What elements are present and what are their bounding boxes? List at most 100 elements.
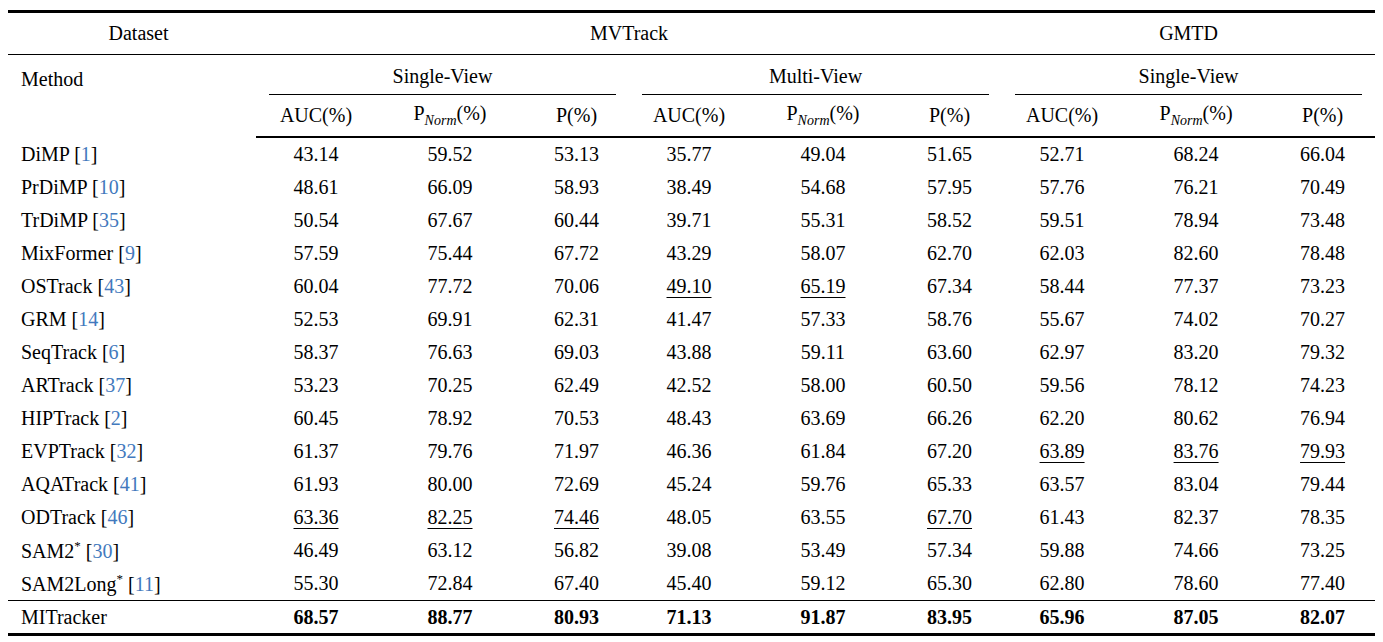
citation-link[interactable]: [43]	[93, 275, 131, 297]
table-row: MITracker68.5788.7780.9371.1391.8783.956…	[8, 601, 1375, 635]
mvtrack-single-view-group: Single-View	[256, 55, 629, 96]
value-cell: 83.95	[897, 601, 1002, 635]
value-cell: 58.76	[897, 303, 1002, 336]
table-row: MixFormer [9]57.5975.4467.7243.2958.0762…	[8, 237, 1375, 270]
value-cell: 59.76	[749, 468, 897, 501]
metric-p-header: P(%)	[897, 95, 1002, 137]
metric-value: 52.71	[1040, 143, 1085, 165]
value-cell: 79.76	[376, 435, 524, 468]
value-cell: 67.40	[524, 567, 629, 601]
value-cell: 82.25	[376, 501, 524, 534]
citation-link[interactable]: [46]	[96, 506, 134, 528]
value-cell: 78.60	[1122, 567, 1270, 601]
citation-link[interactable]: [6]	[97, 341, 125, 363]
value-cell: 74.23	[1270, 369, 1375, 402]
value-cell: 45.24	[629, 468, 749, 501]
view-header-row: Method Single-View Multi-View Single-Vie…	[8, 55, 1375, 96]
value-cell: 65.96	[1002, 601, 1122, 635]
value-cell: 49.04	[749, 137, 897, 171]
value-cell: 71.97	[524, 435, 629, 468]
value-cell: 75.44	[376, 237, 524, 270]
method-name: TrDiMP	[21, 209, 87, 231]
metric-value: 61.37	[294, 440, 339, 462]
metric-value: 55.31	[801, 209, 846, 231]
value-cell: 59.12	[749, 567, 897, 601]
value-cell: 38.49	[629, 171, 749, 204]
citation-link[interactable]: [37]	[94, 374, 132, 396]
table-row: PrDiMP [10]48.6166.0958.9338.4954.6857.9…	[8, 171, 1375, 204]
gmtd-single-view-group: Single-View	[1002, 55, 1375, 96]
metric-value: 70.25	[428, 374, 473, 396]
method-label: Method	[8, 55, 256, 138]
value-cell: 72.69	[524, 468, 629, 501]
citation-number: 2	[111, 407, 121, 429]
metric-value: 78.12	[1174, 374, 1219, 396]
metric-value: 59.11	[801, 341, 845, 363]
value-cell: 61.43	[1002, 501, 1122, 534]
value-cell: 57.76	[1002, 171, 1122, 204]
citation-link[interactable]: [14]	[67, 308, 105, 330]
metric-value: 67.20	[927, 440, 972, 462]
value-cell: 65.30	[897, 567, 1002, 601]
metric-value: 43.29	[667, 242, 712, 264]
citation-link[interactable]: [35]	[87, 209, 125, 231]
value-cell: 61.84	[749, 435, 897, 468]
citation-link[interactable]: [32]	[105, 440, 143, 462]
method-name: PrDiMP	[21, 176, 87, 198]
metric-value: 62.20	[1040, 407, 1085, 429]
metric-value: 62.49	[554, 374, 599, 396]
value-cell: 60.50	[897, 369, 1002, 402]
citation-link[interactable]: [2]	[99, 407, 127, 429]
metric-value: 57.95	[927, 176, 972, 198]
metric-value: 66.09	[428, 176, 473, 198]
group-label-single-view-2: Single-View	[1015, 65, 1362, 95]
value-cell: 80.00	[376, 468, 524, 501]
table-row: SAM2Long* [11]55.3072.8467.4045.4059.126…	[8, 567, 1375, 601]
value-cell: 79.93	[1270, 435, 1375, 468]
value-cell: 61.93	[256, 468, 376, 501]
metric-value: 76.21	[1174, 176, 1219, 198]
metric-value: 63.55	[801, 506, 846, 528]
table-row: ARTrack [37]53.2370.2562.4942.5258.0060.…	[8, 369, 1375, 402]
method-cell: SeqTrack [6]	[8, 336, 256, 369]
citation-link[interactable]: [9]	[113, 242, 141, 264]
value-cell: 78.92	[376, 402, 524, 435]
value-cell: 66.26	[897, 402, 1002, 435]
value-cell: 57.33	[749, 303, 897, 336]
value-cell: 70.06	[524, 270, 629, 303]
citation-number: 1	[81, 143, 91, 165]
value-cell: 77.40	[1270, 567, 1375, 601]
citation-link[interactable]: [1]	[69, 143, 97, 165]
metric-value: 58.37	[294, 341, 339, 363]
value-cell: 77.72	[376, 270, 524, 303]
metric-value: 55.67	[1040, 308, 1085, 330]
metric-value: 63.69	[801, 407, 846, 429]
table-row: EVPTrack [32]61.3779.7671.9746.3661.8467…	[8, 435, 1375, 468]
value-cell: 78.12	[1122, 369, 1270, 402]
value-cell: 76.21	[1122, 171, 1270, 204]
value-cell: 62.70	[897, 237, 1002, 270]
metric-value: 70.06	[554, 275, 599, 297]
metric-value: 58.93	[554, 176, 599, 198]
method-cell: DiMP [1]	[8, 137, 256, 171]
citation-link[interactable]: [10]	[87, 176, 125, 198]
method-cell: SAM2Long* [11]	[8, 567, 256, 601]
method-name: MixFormer	[21, 242, 113, 264]
metric-value: 67.70	[927, 506, 972, 528]
value-cell: 73.23	[1270, 270, 1375, 303]
value-cell: 51.65	[897, 137, 1002, 171]
citation-link[interactable]: [11]	[123, 573, 161, 595]
metric-value: 63.36	[294, 506, 339, 528]
metric-value: 71.97	[554, 440, 599, 462]
method-name: MITracker	[21, 606, 107, 628]
value-cell: 69.03	[524, 336, 629, 369]
citation-link[interactable]: [41]	[108, 473, 146, 495]
citation-number: 41	[120, 473, 140, 495]
metric-value: 65.96	[1040, 606, 1085, 628]
value-cell: 70.27	[1270, 303, 1375, 336]
metric-value: 45.40	[667, 572, 712, 594]
metric-value: 80.93	[554, 606, 599, 628]
metric-value: 59.76	[801, 473, 846, 495]
citation-link[interactable]: [30]	[81, 540, 119, 562]
value-cell: 88.77	[376, 601, 524, 635]
